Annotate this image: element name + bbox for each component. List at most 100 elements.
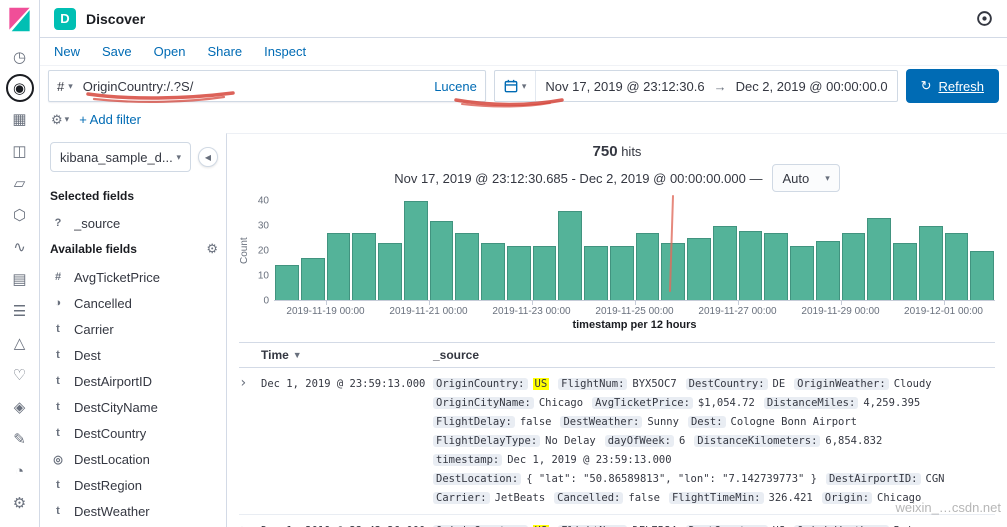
nav-canvas-icon[interactable]: ▱ [13,175,26,192]
nav-siem-icon[interactable]: ◈ [13,399,26,416]
histogram-bar[interactable] [481,243,505,300]
field-item-DestRegion[interactable]: t DestRegion [50,472,218,498]
field-value: { "lat": "50.86589813", "lon": "7.142739… [526,473,817,485]
calendar-menu-button[interactable]: ▾ [495,71,537,101]
date-range-start[interactable]: Nov 17, 2019 @ 23:12:30.6 [545,78,705,94]
chevron-down-icon: ▾ [825,172,830,183]
histogram-bar[interactable] [506,245,531,300]
histogram-bar[interactable] [378,243,402,300]
nav-machine-learning-icon[interactable]: ∿ [13,239,26,256]
time-range-line: Nov 17, 2019 @ 23:12:30.685 - Dec 2, 201… [239,164,995,192]
field-pair: dayOfWeek: 6 [604,432,685,451]
date-range-arrow-icon: → [713,78,727,94]
field-item-DestLocation[interactable]: ◎ DestLocation [50,446,218,472]
histogram-bar[interactable] [661,243,685,300]
nav-metrics-icon[interactable]: ▤ [12,271,27,288]
refresh-button[interactable]: ↻ Refresh [905,69,999,103]
source-column-header: _source [433,348,480,362]
field-name-label: Dest [74,347,101,363]
histogram-bar[interactable] [790,245,814,300]
histogram-bar[interactable] [918,225,943,300]
source-cell: OriginCountry: US FlightNum: BYX5OC7 DestCou… [433,375,995,508]
nav-recently-viewed-icon[interactable]: ◷ [12,49,27,66]
histogram-bar[interactable] [764,233,788,300]
field-item-Carrier[interactable]: t Carrier [50,316,218,342]
field-item-Cancelled[interactable]: ◑ Cancelled [50,290,218,316]
nav-maps-icon[interactable]: ⬡ [12,207,27,224]
field-type-icon: ◎ [53,453,63,466]
chevron-down-icon: ▾ [68,80,73,91]
y-axis-ticks: 0 10 20 30 40 [250,196,274,307]
field-item-AvgTicketPrice[interactable]: # AvgTicketPrice [50,264,218,290]
histogram-bar[interactable] [635,233,660,300]
field-pair: OriginWeather: Cloudy [794,375,932,394]
interval-select[interactable]: Auto ▾ [772,164,840,192]
field-name-chip: DistanceMiles: [763,397,859,409]
filter-options-button[interactable]: ⚙ ▾ [51,112,69,128]
field-item-DestWeather[interactable]: t DestWeather [50,498,218,524]
field-name-chip: DestCountry: [685,378,768,390]
time-column-header[interactable]: Time ▼ [261,348,433,362]
histogram-bar[interactable] [326,233,351,300]
nav-management-icon[interactable]: ⚙ [12,495,27,512]
saved-query-menu-button[interactable]: # ▾ [57,79,83,94]
nav-uptime-icon[interactable]: ♡ [12,367,27,384]
histogram-bar[interactable] [893,243,917,300]
field-name-label: DestLocation [74,451,150,467]
expand-row-icon[interactable]: › [239,522,261,527]
nav-dev-tools-icon[interactable]: ✎ [13,431,26,448]
histogram-bar[interactable] [712,225,737,300]
fields-settings-gear-icon[interactable]: ⚙ [206,241,218,256]
field-name-chip: Origin: [821,492,873,504]
settings-icon[interactable] [976,10,993,27]
kibana-logo-icon[interactable] [7,7,32,32]
nav-discover-icon[interactable]: ◉ [5,74,34,102]
histogram-bar[interactable] [558,210,582,300]
index-pattern-select[interactable]: kibana_sample_d... ▾ [50,142,191,172]
histogram-bar[interactable] [738,230,763,300]
field-item-Dest[interactable]: t Dest [50,342,218,368]
histogram-bar[interactable] [275,265,299,300]
nav-visualize-icon[interactable]: ▦ [12,111,27,128]
table-row: ›Dec 1, 2019 @ 23:42:26.000OriginCountry… [239,515,995,527]
collapse-sidebar-button[interactable]: ◀ [198,147,218,167]
search-query-input[interactable] [82,78,435,94]
histogram-bar[interactable] [429,220,454,300]
histogram-bar[interactable] [455,233,479,300]
histogram-bar[interactable] [403,201,428,300]
nav-logs-icon[interactable]: ☰ [12,303,27,320]
date-range-end[interactable]: Dec 2, 2019 @ 00:00:00.0 [735,78,888,94]
histogram-bar[interactable] [970,250,994,300]
field-item-DestAirportID[interactable]: t DestAirportID [50,368,218,394]
menu-new-link[interactable]: New [54,44,81,59]
expand-row-icon[interactable]: › [239,375,248,391]
add-filter-button[interactable]: + Add filter [79,112,141,127]
nav-apm-icon[interactable]: △ [13,335,26,352]
index-pattern-label: kibana_sample_d... [60,149,173,165]
refresh-button-label: Refresh [938,78,984,94]
field-name-chip: timestamp: [433,454,503,466]
histogram-bar[interactable] [944,233,969,300]
histogram-bar[interactable] [532,245,557,300]
menu-share-link[interactable]: Share [207,44,243,59]
histogram-bar[interactable] [867,218,891,300]
histogram-bar[interactable] [841,233,866,300]
histogram-bar[interactable] [584,245,608,300]
field-item-_source[interactable]: ? _source [50,210,218,236]
space-badge[interactable]: D [54,7,76,30]
histogram-bar[interactable] [687,238,711,300]
menu-open-link[interactable]: Open [153,44,186,59]
field-item-DestCountry[interactable]: t DestCountry [50,420,218,446]
field-item-DestCityName[interactable]: t DestCityName [50,394,218,420]
menu-save-link[interactable]: Save [102,44,132,59]
histogram-bar[interactable] [815,240,840,300]
query-syntax-toggle[interactable]: Lucene [434,78,477,94]
histogram-bar[interactable] [609,245,634,300]
histogram-bar[interactable] [352,233,376,300]
histogram-bar[interactable] [300,257,325,300]
field-pair: DestWeather: Sunny [560,413,679,432]
nav-dashboard-icon[interactable]: ◫ [12,143,27,160]
menu-inspect-link[interactable]: Inspect [264,44,307,59]
nav-monitoring-icon[interactable]: ◔ [14,462,25,480]
